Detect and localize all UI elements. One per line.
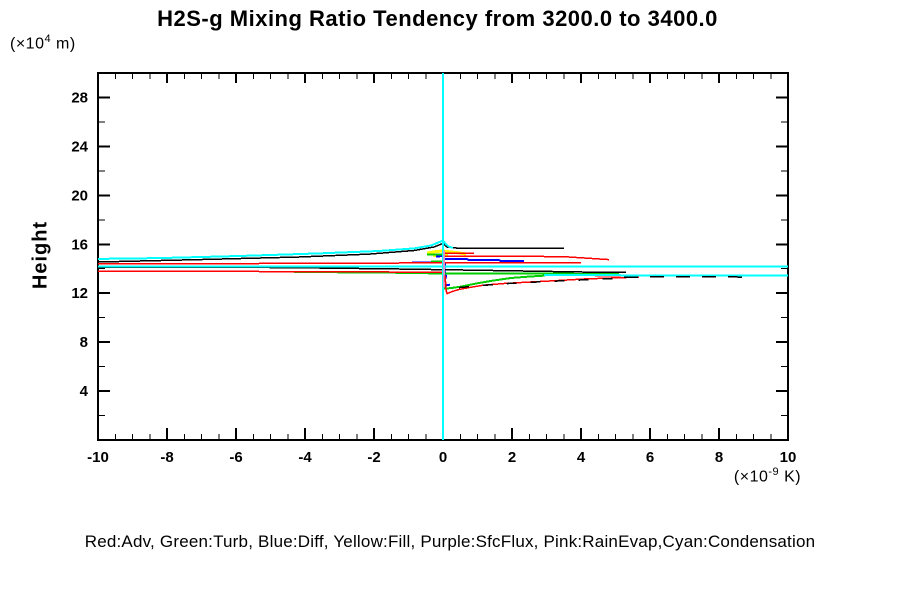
- y-unit-base: (×10: [10, 35, 45, 53]
- series-total-black-bottom-dashes: [458, 277, 625, 289]
- y-tick-label: 24: [71, 138, 88, 155]
- x-tick-label: -4: [298, 449, 312, 466]
- x-unit-base: (×10: [733, 468, 769, 486]
- x-tick-label: 4: [577, 449, 586, 466]
- x-tick-label: 10: [780, 449, 797, 466]
- y-tick-label: 8: [80, 334, 88, 351]
- y-tick-label: 4: [80, 383, 89, 400]
- y-tick-label: 20: [71, 187, 88, 204]
- series-total-black-peak: [97, 242, 565, 263]
- x-tick-label: 8: [715, 449, 723, 466]
- x-tick-label: 6: [646, 449, 654, 466]
- series-total-black-right-dashes: [624, 275, 747, 278]
- x-unit-exponent: -9: [768, 466, 780, 478]
- x-axis-unit-label: (×10-9 K): [695, 466, 840, 486]
- x-tick-label: -8: [160, 449, 173, 466]
- series-turb-green-dip: [444, 274, 546, 290]
- legend-text: Red:Adv, Green:Turb, Blue:Diff, Yellow:F…: [84, 532, 816, 551]
- series-adv-red-upper-long: [442, 255, 609, 261]
- y-axis-unit-label: (×104 m): [10, 33, 76, 53]
- page-title: H2S-g Mixing Ratio Tendency from 3200.0 …: [157, 6, 718, 31]
- x-tick-label: -10: [87, 449, 109, 466]
- y-tick-label: 16: [71, 236, 88, 253]
- x-unit-rest: K): [779, 468, 802, 486]
- y-tick-label: 28: [71, 89, 88, 106]
- x-tick-label: 0: [439, 449, 447, 466]
- y-tick-label: 12: [71, 285, 88, 302]
- series-adv-red-left-lower: [97, 270, 443, 274]
- y-unit-exponent: 4: [44, 33, 52, 45]
- series-condensation-cyan-peak: [97, 239, 454, 260]
- series-adv-red-left-upper: [97, 261, 581, 265]
- series-condensation-cyan-return: [544, 274, 789, 277]
- x-tick-label: 2: [508, 449, 516, 466]
- series-diff-blue-right-steps: [444, 258, 525, 262]
- x-tick-label: -2: [367, 449, 380, 466]
- y-unit-rest: m): [51, 35, 76, 53]
- x-tick-label: -6: [229, 449, 242, 466]
